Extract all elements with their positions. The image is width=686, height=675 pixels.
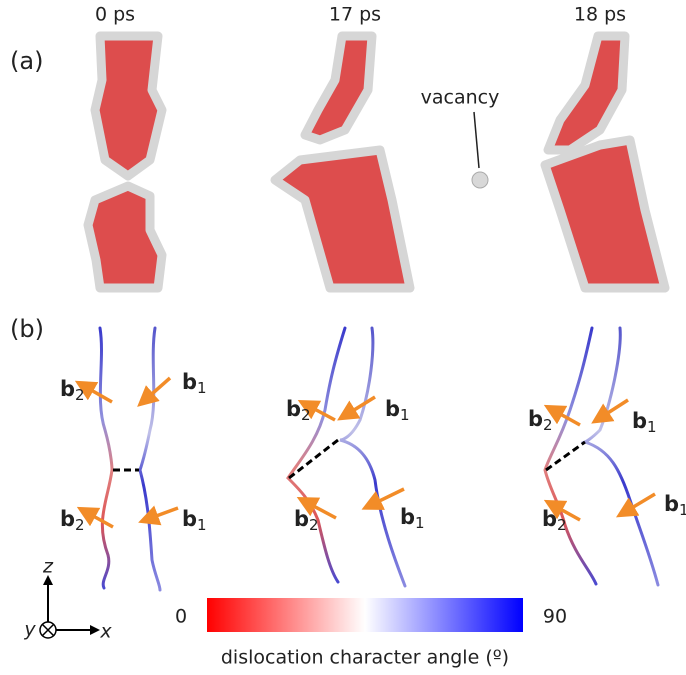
atoms-17ps	[275, 36, 410, 288]
burgers-sub: 2	[543, 416, 553, 434]
burgers-sub: 1	[679, 501, 686, 519]
burgers-sub: 2	[301, 406, 311, 424]
burgers-sub: 2	[75, 516, 85, 534]
burgers-base: b	[182, 370, 197, 394]
colorbar-tick-label: 0	[175, 606, 187, 628]
burgers-base: b	[385, 397, 400, 421]
burgers-sub: 1	[415, 514, 425, 532]
burgers-sub: 2	[309, 516, 319, 534]
axis-label: y	[23, 619, 36, 641]
dislocations-18ps	[545, 328, 658, 585]
annotation: vacancy	[421, 87, 500, 109]
panel-label: (a)	[10, 47, 43, 75]
burgers-base: b	[294, 507, 309, 531]
colorbar-tick-label: 90	[543, 606, 567, 628]
burgers-base: b	[632, 409, 647, 433]
annotation-line	[474, 112, 479, 168]
axis-label: x	[99, 621, 112, 643]
burgers-sub: 2	[557, 516, 567, 534]
axes-icon: z y x	[23, 556, 112, 643]
burgers-label: b1	[385, 397, 410, 424]
dislocations-17ps	[288, 328, 405, 586]
panel-label: (b)	[10, 315, 44, 343]
vacancy-cluster	[472, 172, 488, 188]
figure: (a) 0 ps 17 ps 18 ps vacancy (b)	[0, 0, 686, 675]
burgers-arrows	[84, 378, 655, 527]
burgers-base: b	[664, 492, 679, 516]
burgers-label: b2	[60, 507, 85, 534]
burgers-sub: 1	[197, 516, 207, 534]
time-label: 17 ps	[329, 4, 381, 26]
burgers-base: b	[528, 407, 543, 431]
burgers-label: b1	[664, 492, 686, 519]
burgers-label: b1	[400, 505, 425, 532]
burgers-base: b	[286, 397, 301, 421]
axis-label: z	[42, 556, 54, 578]
burgers-base: b	[542, 507, 557, 531]
burgers-label: b2	[528, 407, 553, 434]
burgers-label: b1	[182, 370, 207, 397]
burgers-label: b1	[632, 409, 657, 436]
burgers-sub: 2	[75, 386, 85, 404]
burgers-label: b2	[286, 397, 311, 424]
burgers-base: b	[182, 507, 197, 531]
colorbar	[207, 598, 523, 632]
burgers-base: b	[60, 507, 75, 531]
atoms-0ps	[88, 36, 162, 288]
burgers-base: b	[60, 377, 75, 401]
colorbar-label: dislocation character angle (º)	[221, 647, 509, 669]
burgers-sub: 1	[400, 406, 410, 424]
time-label: 0 ps	[95, 4, 135, 26]
burgers-sub: 1	[647, 418, 657, 436]
burgers-label: b2	[60, 377, 85, 404]
time-label: 18 ps	[574, 4, 626, 26]
dislocations-0ps	[100, 328, 160, 590]
atoms-18ps	[545, 36, 665, 288]
burgers-sub: 1	[197, 379, 207, 397]
burgers-base: b	[400, 505, 415, 529]
burgers-label: b1	[182, 507, 207, 534]
